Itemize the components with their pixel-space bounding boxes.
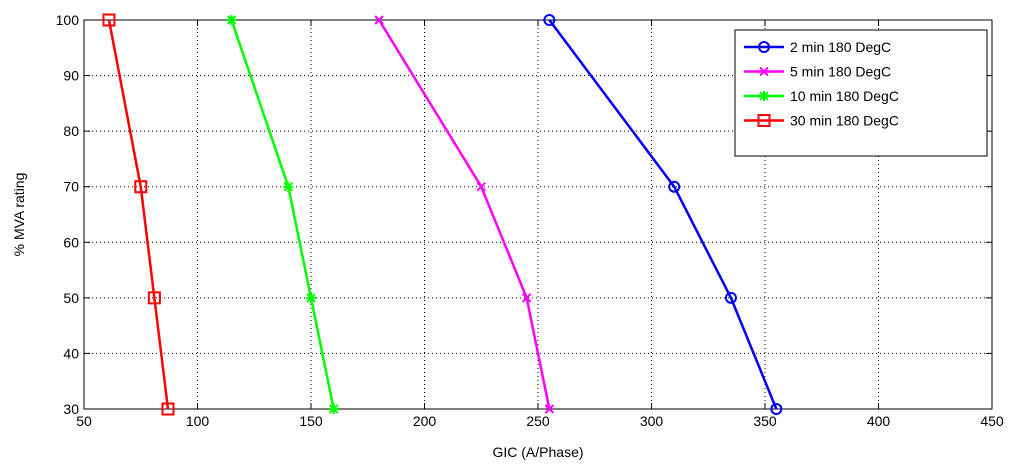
data-point-marker xyxy=(102,13,116,27)
legend-item: 5 min 180 DegC xyxy=(744,64,891,80)
x-tick-label: 300 xyxy=(640,413,664,429)
series-4 xyxy=(102,13,175,416)
data-point-marker xyxy=(521,293,532,303)
legend-box xyxy=(734,29,988,157)
series-line xyxy=(378,19,551,410)
x-axis-label: GIC (A/Phase) xyxy=(492,444,583,460)
legend-item: 10 min 180 DegC xyxy=(744,88,899,104)
data-point-marker xyxy=(374,15,384,25)
y-tick-label: 100 xyxy=(56,12,80,28)
legend-marker xyxy=(758,41,770,53)
legend-item: 2 min 180 DegC xyxy=(744,39,891,55)
series-line xyxy=(230,19,335,410)
data-point-marker xyxy=(134,180,148,194)
x-tick-label: 400 xyxy=(867,413,891,429)
y-tick-label: 90 xyxy=(63,68,79,84)
data-point-marker xyxy=(283,181,294,192)
data-point-marker xyxy=(476,182,486,192)
data-point-marker xyxy=(328,404,339,414)
x-tick-label: 100 xyxy=(186,413,210,429)
data-point-marker xyxy=(161,402,175,416)
series-line xyxy=(548,19,778,410)
x-tick-label: 50 xyxy=(76,413,92,429)
x-tick-label: 150 xyxy=(299,413,323,429)
legend: 2 min 180 DegC 5 min 180 DegC 10 min 180 D… xyxy=(734,29,988,157)
data-point-marker xyxy=(226,15,237,25)
series-line xyxy=(107,19,170,410)
series-1 xyxy=(543,14,783,415)
legend-item: 30 min 180 DegC xyxy=(744,113,899,129)
legend-label: 5 min 180 DegC xyxy=(790,64,891,80)
data-point-marker xyxy=(543,14,556,26)
series-3 xyxy=(226,15,339,414)
data-point-marker xyxy=(147,291,161,305)
legend-label: 30 min 180 DegC xyxy=(790,113,899,129)
x-tick-label: 250 xyxy=(526,413,550,429)
y-tick-label: 80 xyxy=(63,123,79,139)
y-axis-label: % MVA rating xyxy=(11,173,27,257)
legend-label: 10 min 180 DegC xyxy=(790,88,899,104)
axis-ticks: 50 100 150 200 250 300 350 400 450 30 40 50 60 70 80 90… xyxy=(56,12,1004,429)
x-tick-label: 200 xyxy=(413,413,437,429)
y-tick-label: 50 xyxy=(63,290,79,306)
legend-marker xyxy=(759,66,769,77)
data-point-marker xyxy=(544,404,555,414)
x-tick-label: 450 xyxy=(980,413,1004,429)
data-point-marker xyxy=(668,180,681,193)
data-point-marker xyxy=(770,403,783,415)
series-layer xyxy=(102,13,783,416)
y-tick-label: 30 xyxy=(63,401,79,417)
series-2 xyxy=(374,15,555,414)
data-point-marker xyxy=(306,292,316,303)
data-point-marker xyxy=(724,291,737,304)
y-tick-label: 70 xyxy=(63,179,79,195)
legend-marker xyxy=(757,114,771,127)
x-tick-label: 350 xyxy=(753,413,777,429)
legend-label: 2 min 180 DegC xyxy=(790,39,891,55)
y-tick-label: 60 xyxy=(63,234,79,250)
y-tick-label: 40 xyxy=(63,345,79,361)
legend-marker xyxy=(759,91,769,101)
